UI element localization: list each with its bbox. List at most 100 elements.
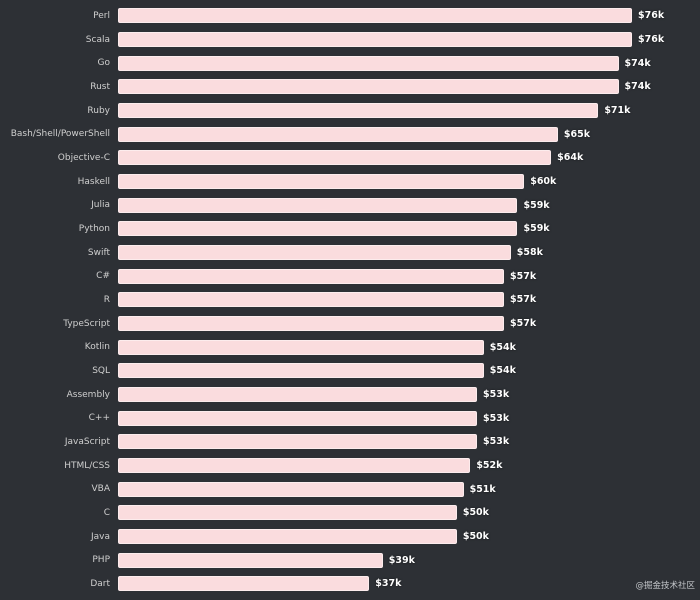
bar bbox=[118, 458, 471, 474]
value-label: $57k bbox=[510, 294, 537, 306]
category-label: Java bbox=[90, 531, 110, 542]
bar-row: TypeScript $57k bbox=[0, 312, 700, 336]
bar-row: C $50k bbox=[0, 501, 700, 525]
bar-row: Objective-C $64k bbox=[0, 146, 700, 170]
bar-row: Go $74k bbox=[0, 51, 700, 75]
bar bbox=[118, 529, 457, 545]
bar-row: SQL $54k bbox=[0, 359, 700, 383]
category-label: TypeScript bbox=[63, 318, 110, 329]
value-label: $51k bbox=[469, 483, 496, 495]
category-label: PHP bbox=[92, 555, 110, 566]
category-label: Bash/Shell/PowerShell bbox=[10, 129, 110, 140]
category-label: Python bbox=[78, 223, 110, 234]
value-label: $50k bbox=[462, 531, 489, 543]
bar bbox=[118, 8, 632, 24]
category-label: Julia bbox=[91, 200, 110, 211]
bar-row: Julia $59k bbox=[0, 193, 700, 217]
value-label: $60k bbox=[530, 176, 557, 188]
category-label: C bbox=[103, 507, 110, 518]
bar-row: JavaScript $53k bbox=[0, 430, 700, 454]
bar bbox=[118, 576, 370, 592]
bar-row: Haskell $60k bbox=[0, 170, 700, 194]
bar-row: Python $59k bbox=[0, 217, 700, 241]
bar-row: Kotlin $54k bbox=[0, 335, 700, 359]
bar bbox=[118, 292, 504, 308]
category-label: Scala bbox=[85, 34, 110, 45]
value-label: $76k bbox=[638, 10, 665, 22]
category-label: Perl bbox=[93, 10, 110, 21]
bar bbox=[118, 221, 518, 237]
value-label: $57k bbox=[510, 318, 537, 330]
category-label: Kotlin bbox=[84, 342, 110, 353]
value-label: $59k bbox=[523, 223, 550, 235]
category-label: Objective-C bbox=[57, 152, 110, 163]
value-label: $50k bbox=[462, 507, 489, 519]
category-label: HTML/CSS bbox=[64, 460, 110, 471]
bar bbox=[118, 174, 525, 190]
bar-row: Ruby $71k bbox=[0, 99, 700, 123]
bar bbox=[118, 316, 504, 332]
value-label: $54k bbox=[489, 365, 516, 377]
bar-row: Java $50k bbox=[0, 525, 700, 549]
category-label: Rust bbox=[90, 81, 110, 92]
bar bbox=[118, 197, 518, 213]
bar-row: Swift $58k bbox=[0, 241, 700, 265]
bar bbox=[118, 505, 457, 521]
value-label: $57k bbox=[510, 270, 537, 282]
value-label: $58k bbox=[516, 247, 543, 259]
bar bbox=[118, 150, 552, 166]
category-label: C++ bbox=[88, 413, 110, 424]
bar-row: PHP $39k bbox=[0, 548, 700, 572]
bar-row: HTML/CSS $52k bbox=[0, 454, 700, 478]
bar-row: Scala $76k bbox=[0, 28, 700, 52]
category-label: Dart bbox=[90, 578, 110, 589]
value-label: $54k bbox=[489, 341, 516, 353]
bar bbox=[118, 79, 619, 95]
category-label: C# bbox=[96, 271, 110, 282]
bar bbox=[118, 339, 484, 355]
category-label: Go bbox=[97, 58, 110, 69]
bar bbox=[118, 32, 632, 47]
bar bbox=[118, 552, 383, 568]
bar bbox=[118, 481, 464, 497]
category-label: R bbox=[103, 294, 110, 305]
bar-row: Dart $37k bbox=[0, 572, 700, 596]
category-label: SQL bbox=[92, 365, 110, 376]
bar bbox=[118, 363, 484, 379]
watermark: @掘金技术社区 bbox=[635, 581, 695, 591]
category-label: Haskell bbox=[77, 176, 110, 187]
value-label: $53k bbox=[483, 412, 510, 424]
bar bbox=[118, 410, 478, 426]
value-label: $39k bbox=[388, 554, 415, 566]
value-label: $53k bbox=[483, 436, 510, 448]
category-label: Assembly bbox=[66, 389, 110, 400]
bar bbox=[118, 434, 478, 450]
bar-row: Perl $76k bbox=[0, 4, 700, 28]
bar bbox=[118, 126, 558, 142]
bar bbox=[118, 103, 599, 119]
bar-row: VBA $51k bbox=[0, 477, 700, 501]
value-label: $37k bbox=[375, 578, 402, 590]
bar bbox=[118, 268, 504, 284]
value-label: $64k bbox=[557, 152, 584, 164]
value-label: $53k bbox=[483, 389, 510, 401]
bar bbox=[118, 387, 478, 403]
bar-row: C# $57k bbox=[0, 264, 700, 288]
bar bbox=[118, 245, 511, 261]
value-label: $74k bbox=[624, 81, 651, 93]
bar-row: Rust $74k bbox=[0, 75, 700, 99]
category-label: Swift bbox=[87, 247, 110, 258]
value-label: $71k bbox=[604, 105, 631, 117]
bar-row: C++ $53k bbox=[0, 406, 700, 430]
category-label: VBA bbox=[91, 484, 111, 495]
value-label: $65k bbox=[563, 128, 591, 140]
value-label: $76k bbox=[638, 34, 665, 45]
bar bbox=[118, 55, 619, 71]
value-label: $59k bbox=[523, 199, 550, 211]
category-label: JavaScript bbox=[64, 436, 110, 447]
category-label: Ruby bbox=[87, 105, 110, 116]
value-label: $74k bbox=[624, 57, 651, 69]
bar-row: R $57k bbox=[0, 288, 700, 312]
bar-row: Bash/Shell/PowerShell $65k bbox=[0, 122, 700, 146]
